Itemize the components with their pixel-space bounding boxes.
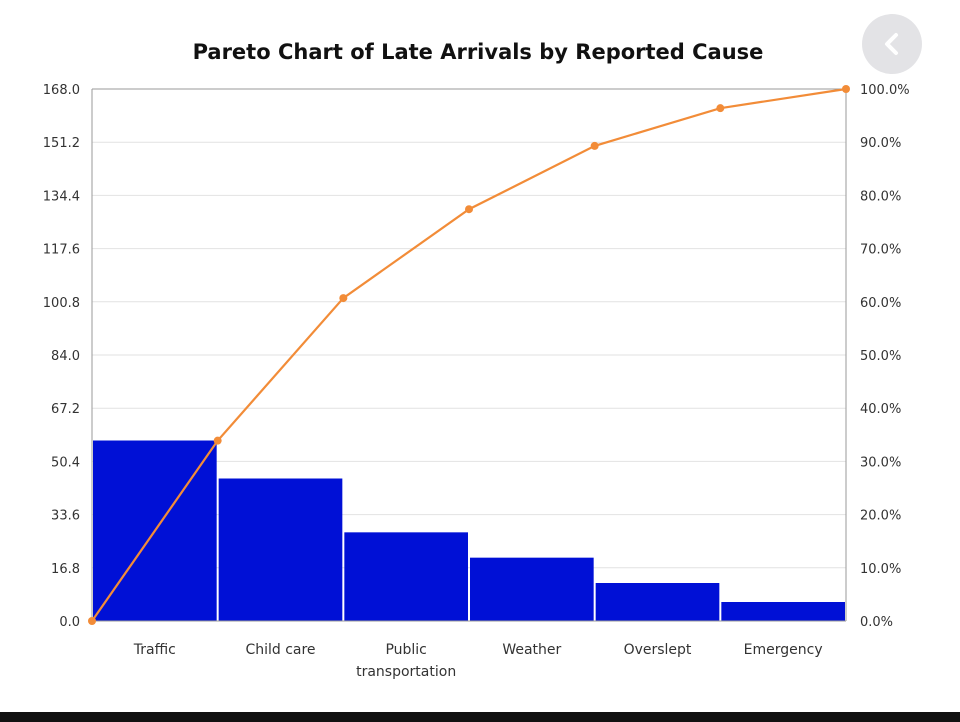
left-tick-label: 16.8: [51, 562, 80, 577]
right-tick-label: 10.0%: [860, 562, 901, 577]
right-axis-tick-labels: 0.0% 10.0% 20.0% 30.0% 40.0% 50.0% 60.0% 70.0% 8…: [860, 83, 910, 630]
category-label: Public transportation: [356, 642, 456, 680]
cumulative-point: [213, 436, 222, 445]
cumulative-point: [465, 205, 473, 214]
cumulative-point: [590, 141, 599, 150]
cumulative-point: [88, 617, 96, 625]
right-tick-label: 0.0%: [860, 615, 893, 630]
left-tick-label: 67.2: [51, 402, 80, 417]
category-label: Overslept: [624, 642, 692, 658]
cumulative-line: [88, 85, 850, 625]
left-tick-label: 84.0: [51, 349, 80, 364]
bar: [470, 557, 594, 621]
right-tick-label: 100.0%: [860, 83, 910, 98]
bar: [218, 478, 343, 621]
right-tick-label: 40.0%: [860, 402, 901, 417]
back-button[interactable]: [862, 14, 922, 74]
left-tick-label: 168.0: [43, 83, 80, 98]
right-tick-label: 30.0%: [860, 455, 901, 470]
right-tick-label: 60.0%: [860, 296, 901, 311]
left-tick-label: 0.0: [59, 615, 80, 630]
category-label: Weather: [502, 642, 561, 658]
bar: [344, 532, 468, 621]
left-tick-label: 33.6: [51, 509, 80, 524]
category-label: Emergency: [744, 642, 823, 658]
right-tick-label: 70.0%: [860, 243, 901, 258]
bar: [721, 602, 845, 621]
chart-title: Pareto Chart of Late Arrivals by Reporte…: [193, 40, 764, 64]
cumulative-point: [842, 85, 850, 93]
right-tick-label: 50.0%: [860, 349, 901, 364]
left-tick-label: 134.4: [43, 189, 80, 204]
bottom-bar: [0, 712, 960, 722]
category-label: Child care: [245, 642, 315, 658]
cumulative-point: [716, 104, 725, 113]
left-tick-label: 100.8: [43, 296, 80, 311]
left-tick-label: 117.6: [43, 243, 80, 258]
left-tick-label: 151.2: [43, 136, 80, 151]
bars: [93, 440, 845, 621]
right-tick-label: 20.0%: [860, 509, 901, 524]
axes: [91, 88, 847, 622]
bar: [595, 583, 720, 621]
category-labels: Traffic Child care Public transportation Wea…: [133, 642, 823, 680]
chevron-left-icon: [885, 33, 898, 55]
left-tick-label: 50.4: [51, 455, 80, 470]
left-axis-tick-labels: 0.0 16.8 33.6 50.4 67.2 84.0 100.8 117.6 134.4 15…: [43, 83, 80, 630]
cumulative-point: [339, 294, 348, 303]
right-tick-label: 90.0%: [860, 136, 901, 151]
category-label: Traffic: [133, 642, 176, 658]
right-tick-label: 80.0%: [860, 189, 901, 204]
